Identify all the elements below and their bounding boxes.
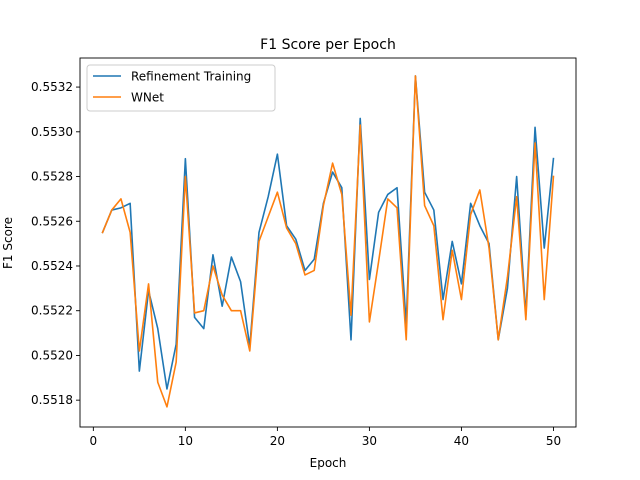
y-tick-label: 0.5526 xyxy=(31,214,73,228)
legend: Refinement Training WNet xyxy=(86,64,276,112)
y-tick-label: 0.5522 xyxy=(31,304,73,318)
y-tick-label: 0.5532 xyxy=(31,80,73,94)
legend-label-2: WNet xyxy=(131,91,164,105)
x-tick-label: 40 xyxy=(454,434,469,448)
axes: 0 10 20 30 40 50 0.5518 0.5520 0.5522 0.5524 0.552… xyxy=(31,57,577,448)
x-tick-label: 30 xyxy=(362,434,377,448)
y-tick-label: 0.5524 xyxy=(31,259,73,273)
plot-area xyxy=(101,75,555,408)
y-tick-label: 0.5518 xyxy=(31,393,73,407)
x-tick-label: 50 xyxy=(546,434,561,448)
legend-label-1: Refinement Training xyxy=(131,70,251,84)
y-tick-label: 0.5530 xyxy=(31,125,73,139)
x-axis-label: Epoch xyxy=(310,456,347,470)
y-axis-label: F1 Score xyxy=(1,217,15,269)
x-tick-label: 10 xyxy=(178,434,193,448)
chart-title: F1 Score per Epoch xyxy=(260,37,396,53)
legend-box xyxy=(86,64,276,112)
y-tick-label: 0.5520 xyxy=(31,348,73,362)
series-line-2 xyxy=(101,75,555,408)
x-tick-label: 20 xyxy=(270,434,285,448)
y-tick-label: 0.5528 xyxy=(31,170,73,184)
axes-frame xyxy=(79,57,577,428)
x-tick-label: 0 xyxy=(90,434,98,448)
